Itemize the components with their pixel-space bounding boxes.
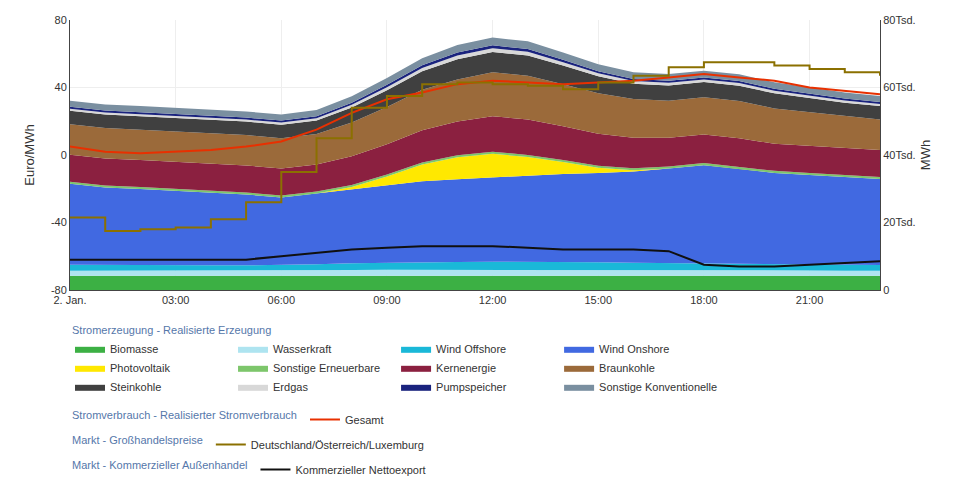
svg-text:12:00: 12:00 xyxy=(479,294,507,306)
svg-text:0: 0 xyxy=(883,284,889,296)
svg-text:Deutschland/Österreich/Luxembu: Deutschland/Österreich/Luxemburg xyxy=(251,439,424,451)
svg-text:Gesamt: Gesamt xyxy=(345,414,384,426)
svg-text:80Tsd.: 80Tsd. xyxy=(883,14,915,26)
svg-text:Sonstige Konventionelle: Sonstige Konventionelle xyxy=(599,381,717,393)
svg-text:21:00: 21:00 xyxy=(796,294,824,306)
svg-text:60Tsd.: 60Tsd. xyxy=(883,81,915,93)
svg-text:15:00: 15:00 xyxy=(584,294,612,306)
svg-text:09:00: 09:00 xyxy=(373,294,401,306)
svg-text:MWh: MWh xyxy=(918,140,933,170)
svg-text:03:00: 03:00 xyxy=(162,294,190,306)
svg-text:Stromerzeugung - Realisierte E: Stromerzeugung - Realisierte Erzeugung xyxy=(72,324,271,336)
svg-text:Kernenergie: Kernenergie xyxy=(436,362,496,374)
svg-text:Markt - Großhandelspreise: Markt - Großhandelspreise xyxy=(72,434,203,446)
svg-text:Photovoltaik: Photovoltaik xyxy=(110,362,170,374)
svg-text:Biomasse: Biomasse xyxy=(110,343,158,355)
svg-text:20Tsd.: 20Tsd. xyxy=(883,216,915,228)
svg-text:Wind Onshore: Wind Onshore xyxy=(599,343,669,355)
svg-text:Sonstige Erneuerbare: Sonstige Erneuerbare xyxy=(273,362,380,374)
svg-text:2. Jan.: 2. Jan. xyxy=(53,294,86,306)
svg-text:0: 0 xyxy=(61,149,67,161)
svg-text:40: 40 xyxy=(55,81,67,93)
svg-text:Wind Offshore: Wind Offshore xyxy=(436,343,506,355)
svg-text:-40: -40 xyxy=(51,216,67,228)
svg-text:Steinkohle: Steinkohle xyxy=(110,381,161,393)
svg-text:06:00: 06:00 xyxy=(268,294,296,306)
svg-text:40Tsd.: 40Tsd. xyxy=(883,149,915,161)
svg-text:Pumpspeicher: Pumpspeicher xyxy=(436,381,507,393)
svg-text:Wasserkraft: Wasserkraft xyxy=(273,343,331,355)
svg-text:Markt - Kommerzieller Außenhan: Markt - Kommerzieller Außenhandel xyxy=(72,459,247,471)
svg-text:-80: -80 xyxy=(51,284,67,296)
svg-text:80: 80 xyxy=(55,14,67,26)
svg-text:Stromverbrauch - Realisierter: Stromverbrauch - Realisierter Stromverbr… xyxy=(72,409,297,421)
svg-text:18:00: 18:00 xyxy=(690,294,718,306)
svg-text:Braunkohle: Braunkohle xyxy=(599,362,655,374)
svg-text:Euro/MWh: Euro/MWh xyxy=(22,124,37,185)
svg-text:Erdgas: Erdgas xyxy=(273,381,308,393)
svg-text:Kommerzieller Nettoexport: Kommerzieller Nettoexport xyxy=(295,464,425,476)
